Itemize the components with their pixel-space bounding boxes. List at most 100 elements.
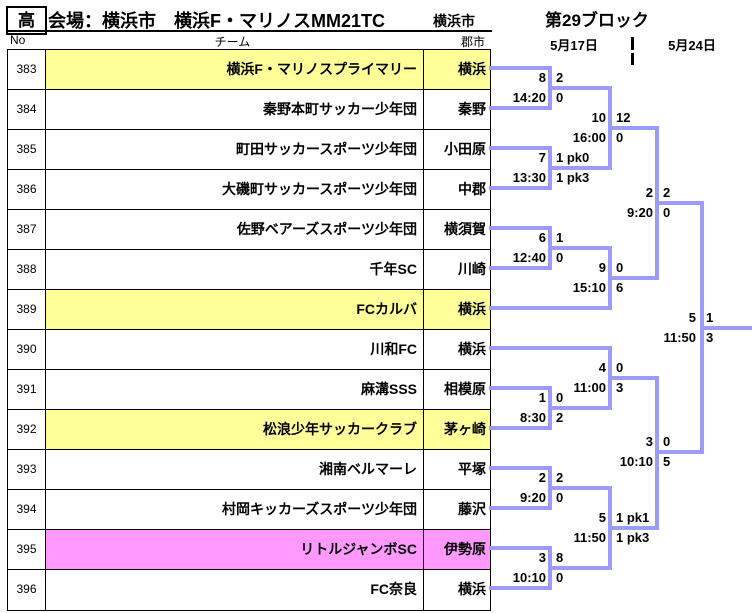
table-row: 394 村岡キッカーズスポーツ少年団 藤沢 bbox=[8, 490, 490, 530]
row-no: 392 bbox=[8, 410, 46, 449]
match-score-bottom: 0 bbox=[556, 250, 564, 265]
match-scores: 1 pk0 1 pk3 bbox=[556, 148, 616, 188]
match-court-time: 3 10:10 bbox=[573, 432, 653, 472]
row-city: 中郡 bbox=[458, 181, 486, 197]
row-no: 390 bbox=[8, 330, 46, 369]
bracket-line bbox=[548, 166, 612, 170]
row-city: 相模原 bbox=[444, 381, 486, 397]
row-no: 383 bbox=[8, 50, 46, 89]
match-court: 5 bbox=[688, 310, 696, 325]
row-no: 388 bbox=[8, 250, 46, 289]
match-score-bottom: 0 bbox=[556, 570, 564, 585]
match-time: 15:10 bbox=[572, 280, 606, 295]
match-score-top: 2 bbox=[663, 185, 671, 200]
table-row: 395 リトルジャンボSC 伊勢原 bbox=[8, 530, 490, 570]
row-team: 佐野ベアーズスポーツ少年団 bbox=[46, 210, 424, 249]
table-row: 393 湘南ベルマーレ 平塚 bbox=[8, 450, 490, 490]
column-header-city: 郡市 bbox=[460, 35, 485, 49]
bracket-line bbox=[548, 246, 612, 250]
match-score-bottom: 3 bbox=[616, 380, 624, 395]
row-city: 川崎 bbox=[458, 261, 486, 277]
match-score-bottom: 0 bbox=[616, 130, 624, 145]
bracket-line bbox=[489, 386, 552, 390]
row-team: 麻溝SSS bbox=[46, 370, 424, 409]
table-row: 386 大磯町サッカースポーツ少年団 中郡 bbox=[8, 170, 490, 210]
venue-title: 会場：横浜市 横浜F・マリノスMM21TC bbox=[48, 11, 385, 31]
bracket-line bbox=[489, 106, 552, 110]
match-court: 1 bbox=[538, 390, 546, 405]
table-row: 396 FC奈良 横浜 bbox=[8, 570, 490, 610]
match-court-time: 5 11:50 bbox=[526, 508, 606, 548]
date-day1: 5月17日 bbox=[550, 38, 598, 53]
row-no: 385 bbox=[8, 130, 46, 169]
table-row: 383 横浜F・マリノスプライマリー 横浜 bbox=[8, 50, 490, 90]
match-time: 16:00 bbox=[572, 130, 606, 145]
row-team: FC奈良 bbox=[46, 570, 424, 610]
match-time: 11:00 bbox=[573, 380, 606, 395]
row-no: 396 bbox=[8, 570, 46, 610]
match-court-time: 3 10:10 bbox=[466, 548, 546, 588]
match-score-top: 12 bbox=[616, 110, 631, 125]
block-title: 第29ブロック bbox=[545, 11, 649, 30]
bracket-line bbox=[489, 186, 552, 190]
grade-badge: 高 bbox=[6, 6, 47, 35]
table-row: 389 FCカルバ 横浜 bbox=[8, 290, 490, 330]
row-no: 393 bbox=[8, 450, 46, 489]
match-court: 8 bbox=[538, 70, 546, 85]
match-court: 5 bbox=[598, 510, 606, 525]
row-no: 387 bbox=[8, 210, 46, 249]
match-court-time: 1 8:30 bbox=[466, 388, 546, 428]
match-court-time: 2 9:20 bbox=[573, 183, 653, 223]
row-team: 松浪少年サッカークラブ bbox=[46, 410, 424, 449]
match-court-time: 5 11:50 bbox=[616, 308, 696, 348]
row-team: リトルジャンボSC bbox=[46, 530, 424, 569]
table-row: 391 麻溝SSS 相模原 bbox=[8, 370, 490, 410]
bracket-line bbox=[489, 506, 552, 510]
row-city: 横浜 bbox=[424, 50, 490, 89]
match-court: 2 bbox=[645, 185, 653, 200]
bracket-line bbox=[489, 266, 552, 270]
row-city: 秦野 bbox=[458, 101, 486, 117]
venue-city: 横浜市 bbox=[433, 13, 475, 29]
table-row: 388 千年SC 川崎 bbox=[8, 250, 490, 290]
row-city: 茅ヶ崎 bbox=[424, 410, 490, 449]
row-no: 386 bbox=[8, 170, 46, 209]
match-score-top: 0 bbox=[616, 360, 624, 375]
match-score-bottom: 0 bbox=[663, 205, 671, 220]
match-score-bottom: 5 bbox=[663, 454, 671, 469]
row-team: 秦野本町サッカー少年団 bbox=[46, 90, 424, 129]
row-no: 394 bbox=[8, 490, 46, 529]
match-time: 9:20 bbox=[519, 490, 546, 505]
match-score-bottom: 0 bbox=[556, 90, 564, 105]
match-court-time: 8 14:20 bbox=[466, 68, 546, 108]
match-score-top: 1 pk0 bbox=[556, 150, 590, 165]
row-city: 横浜 bbox=[458, 341, 486, 357]
match-score-top: 2 bbox=[556, 470, 564, 485]
bracket-line bbox=[548, 86, 612, 90]
row-team: 千年SC bbox=[46, 250, 424, 289]
match-court: 6 bbox=[538, 230, 546, 245]
bracket-line bbox=[489, 546, 552, 550]
row-team: 村岡キッカーズスポーツ少年団 bbox=[46, 490, 424, 529]
row-no: 395 bbox=[8, 530, 46, 569]
match-time: 12:40 bbox=[512, 250, 546, 265]
bracket-line bbox=[489, 586, 552, 590]
table-row: 385 町田サッカースポーツ少年団 小田原 bbox=[8, 130, 490, 170]
bracket-line bbox=[655, 450, 704, 454]
match-court: 4 bbox=[598, 360, 606, 375]
match-court-time: 7 13:30 bbox=[466, 148, 546, 188]
date-divider-dash bbox=[631, 53, 634, 65]
row-team: 大磯町サッカースポーツ少年団 bbox=[46, 170, 424, 209]
bracket-line bbox=[489, 306, 612, 310]
table-row: 392 松浪少年サッカークラブ 茅ヶ崎 bbox=[8, 410, 490, 450]
row-city: 横須賀 bbox=[444, 221, 486, 237]
match-score-top: 1 pk1 bbox=[616, 510, 650, 525]
